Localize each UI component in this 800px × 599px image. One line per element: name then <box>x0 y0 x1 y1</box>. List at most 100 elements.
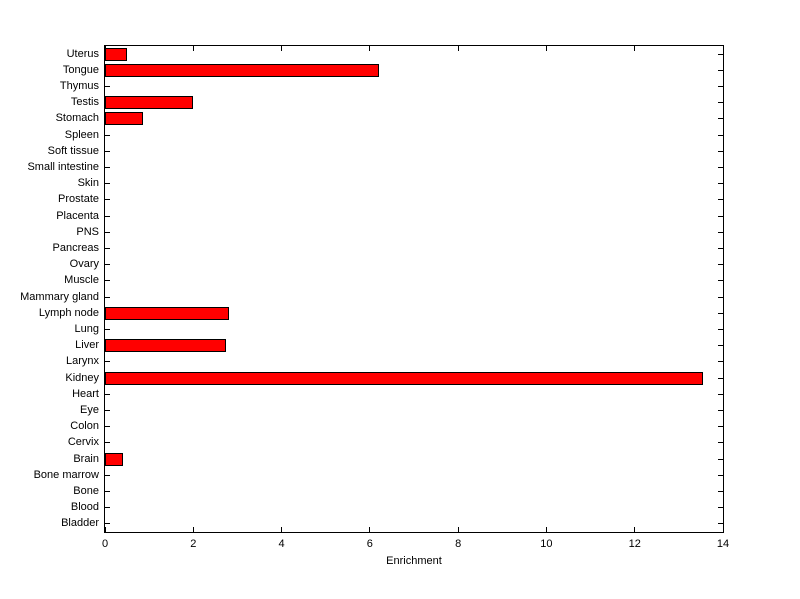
x-tick-bottom-12 <box>634 527 636 532</box>
x-tick-label-6: 6 <box>366 538 373 550</box>
y-tick-right-skin <box>718 183 723 185</box>
y-tick-label-mammary-gland: Mammary gland <box>20 290 99 303</box>
y-tick-left-heart <box>105 393 110 395</box>
y-tick-left-skin <box>105 183 110 185</box>
x-tick-top-0 <box>104 46 106 51</box>
y-tick-right-bladder <box>718 523 723 525</box>
x-tick-bottom-2 <box>192 527 194 532</box>
y-tick-label-lung: Lung <box>74 323 99 336</box>
y-tick-label-eye: Eye <box>80 404 99 417</box>
y-tick-left-eye <box>105 410 110 411</box>
bar-stomach <box>105 112 143 126</box>
y-tick-label-blood: Blood <box>70 501 99 514</box>
x-tick-top-6 <box>369 46 371 51</box>
y-tick-right-prostate <box>718 199 723 201</box>
y-tick-left-bone-marrow <box>105 474 110 476</box>
y-tick-left-bone <box>105 491 110 492</box>
y-tick-right-blood <box>718 507 723 509</box>
x-tick-top-4 <box>281 46 283 51</box>
x-tick-label-10: 10 <box>540 538 553 550</box>
y-tick-right-lymph-node <box>718 312 723 314</box>
y-tick-right-colon <box>718 426 723 428</box>
y-tick-label-bone-marrow: Bone marrow <box>33 468 99 481</box>
y-tick-label-testis: Testis <box>70 96 99 109</box>
y-tick-left-soft-tissue <box>105 150 110 152</box>
x-tick-label-8: 8 <box>455 538 462 550</box>
y-tick-label-ovary: Ovary <box>69 258 99 271</box>
y-tick-label-lymph-node: Lymph node <box>38 306 99 319</box>
y-tick-left-larynx <box>105 361 110 363</box>
x-tick-bottom-0 <box>104 527 106 532</box>
y-tick-label-bladder: Bladder <box>61 517 99 530</box>
y-tick-left-small-intestine <box>105 167 110 168</box>
y-tick-left-bladder <box>105 523 110 525</box>
y-tick-right-spleen <box>718 134 723 136</box>
y-tick-label-tongue: Tongue <box>62 63 99 76</box>
x-tick-top-2 <box>192 46 194 51</box>
y-tick-label-placenta: Placenta <box>56 209 99 222</box>
plot-area <box>104 45 724 533</box>
y-tick-left-thymus <box>105 86 110 87</box>
x-tick-top-12 <box>634 46 636 51</box>
y-tick-right-thymus <box>718 86 723 87</box>
y-tick-right-muscle <box>718 280 723 282</box>
y-tick-left-spleen <box>105 134 110 136</box>
x-tick-label-14: 14 <box>716 538 730 550</box>
y-tick-right-larynx <box>718 361 723 363</box>
y-tick-label-soft-tissue: Soft tissue <box>47 144 99 157</box>
y-tick-right-liver <box>718 345 723 347</box>
y-tick-left-prostate <box>105 199 110 201</box>
x-tick-bottom-8 <box>457 527 459 532</box>
y-tick-label-stomach: Stomach <box>55 112 99 125</box>
y-tick-label-larynx: Larynx <box>65 355 99 368</box>
y-tick-right-soft-tissue <box>718 150 723 152</box>
y-tick-label-prostate: Prostate <box>58 193 99 206</box>
x-axis-title: Enrichment <box>386 555 442 567</box>
y-tick-right-bone <box>718 491 723 492</box>
y-tick-left-mammary-gland <box>105 296 110 298</box>
bar-testis <box>105 96 194 110</box>
bar-kidney <box>105 371 704 385</box>
y-tick-label-thymus: Thymus <box>59 80 99 92</box>
y-tick-right-kidney <box>718 377 723 379</box>
y-tick-label-brain: Brain <box>73 452 99 465</box>
x-tick-label-12: 12 <box>628 538 641 550</box>
y-tick-label-small-intestine: Small intestine <box>27 161 99 174</box>
y-tick-left-placenta <box>105 215 110 217</box>
y-tick-left-pns <box>105 231 110 233</box>
y-tick-left-ovary <box>105 264 110 266</box>
x-tick-bottom-6 <box>369 527 371 532</box>
y-tick-label-heart: Heart <box>72 387 99 400</box>
y-tick-right-stomach <box>718 118 723 120</box>
y-tick-right-pns <box>718 231 723 233</box>
y-tick-label-cervix: Cervix <box>67 436 99 449</box>
y-tick-right-testis <box>718 102 723 104</box>
bar-tongue <box>105 63 379 77</box>
y-tick-right-ovary <box>718 264 723 266</box>
y-tick-left-muscle <box>105 280 110 282</box>
bar-uterus <box>105 47 128 61</box>
x-tick-top-8 <box>457 46 459 51</box>
x-tick-bottom-14 <box>722 527 724 532</box>
y-tick-label-skin: Skin <box>77 177 99 190</box>
y-tick-right-heart <box>718 393 723 395</box>
x-tick-top-14 <box>722 46 724 51</box>
y-tick-label-kidney: Kidney <box>65 371 99 384</box>
y-tick-right-placenta <box>718 215 723 217</box>
y-axis-tick-labels: Uterus Tongue Thymus Testis Stomach Spleen Sof… <box>0 46 99 532</box>
x-tick-label-4: 4 <box>278 538 285 550</box>
y-tick-right-tongue <box>718 69 723 71</box>
x-tick-bottom-10 <box>545 527 547 532</box>
x-tick-top-10 <box>545 46 547 51</box>
y-tick-left-colon <box>105 426 110 428</box>
y-tick-left-blood <box>105 507 110 509</box>
x-tick-label-0: 0 <box>101 538 109 550</box>
y-tick-label-pns: PNS <box>76 225 99 238</box>
bar-liver <box>105 339 227 353</box>
y-tick-right-pancreas <box>718 248 723 249</box>
x-tick-bottom-4 <box>281 527 283 532</box>
y-tick-right-mammary-gland <box>718 296 723 298</box>
y-tick-right-uterus <box>718 53 723 55</box>
y-tick-label-colon: Colon <box>70 420 99 433</box>
